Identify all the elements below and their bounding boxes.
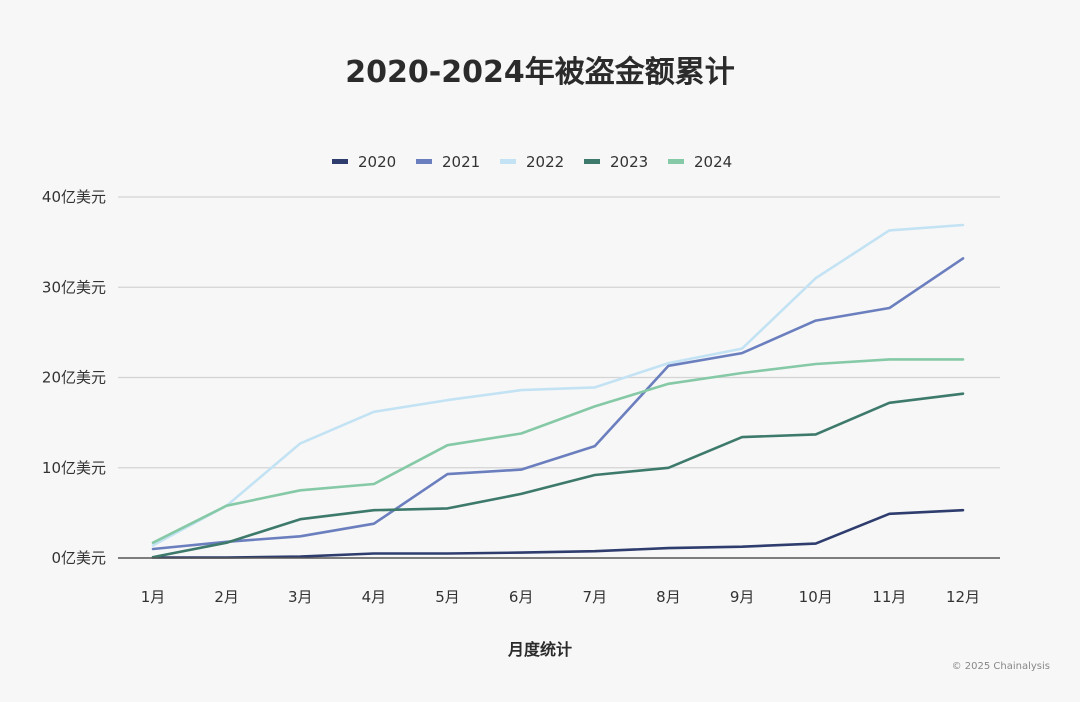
legend-label: 2020	[358, 153, 396, 171]
legend-swatch	[416, 159, 432, 164]
series-line-2022	[151, 223, 965, 547]
y-tick-label: 30亿美元	[42, 278, 106, 296]
x-tick-label: 4月	[362, 588, 387, 606]
series-line-2024	[151, 358, 965, 545]
legend-item-2020: 2020	[332, 153, 396, 171]
series-line-2020	[151, 508, 965, 559]
legend-label: 2021	[442, 153, 480, 171]
y-tick-label: 20亿美元	[42, 369, 106, 387]
legend-swatch	[668, 159, 684, 164]
x-tick-label: 1月	[141, 588, 166, 606]
x-tick-label: 12月	[946, 588, 980, 606]
y-tick-label: 40亿美元	[42, 188, 106, 206]
y-axis-ticks: 0亿美元 10亿美元 20亿美元 30亿美元 40亿美元	[42, 188, 106, 567]
legend-swatch	[500, 159, 516, 164]
legend-swatch	[332, 159, 348, 164]
legend-item-2024: 2024	[668, 153, 732, 171]
legend-label: 2022	[526, 153, 564, 171]
x-tick-label: 7月	[583, 588, 608, 606]
x-axis-label: 月度统计	[507, 640, 572, 659]
x-axis-ticks: 1月 2月 3月 4月 5月 6月 7月 8月 9月 10月 11月 12月	[141, 588, 980, 606]
x-tick-label: 5月	[435, 588, 460, 606]
x-tick-label: 11月	[872, 588, 906, 606]
copyright-text: © 2025 Chainalysis	[952, 661, 1050, 672]
series-line-2023	[151, 392, 965, 559]
x-tick-label: 9月	[730, 588, 755, 606]
x-tick-label: 8月	[656, 588, 681, 606]
legend: 2020 2021 2022 2023 2024	[332, 153, 732, 171]
legend-label: 2023	[610, 153, 648, 171]
series-lines	[151, 223, 965, 559]
series-line-2021	[151, 257, 965, 551]
legend-item-2023: 2023	[584, 153, 648, 171]
gridlines	[118, 196, 1000, 469]
legend-label: 2024	[694, 153, 732, 171]
legend-swatch	[584, 159, 600, 164]
y-tick-label: 10亿美元	[42, 459, 106, 477]
x-tick-label: 3月	[288, 588, 313, 606]
x-tick-label: 6月	[509, 588, 534, 606]
legend-item-2022: 2022	[500, 153, 564, 171]
legend-item-2021: 2021	[416, 153, 480, 171]
x-tick-label: 2月	[214, 588, 239, 606]
y-tick-label: 0亿美元	[51, 549, 106, 567]
chart-title: 2020-2024年被盗金额累计	[345, 55, 734, 90]
x-tick-label: 10月	[799, 588, 833, 606]
